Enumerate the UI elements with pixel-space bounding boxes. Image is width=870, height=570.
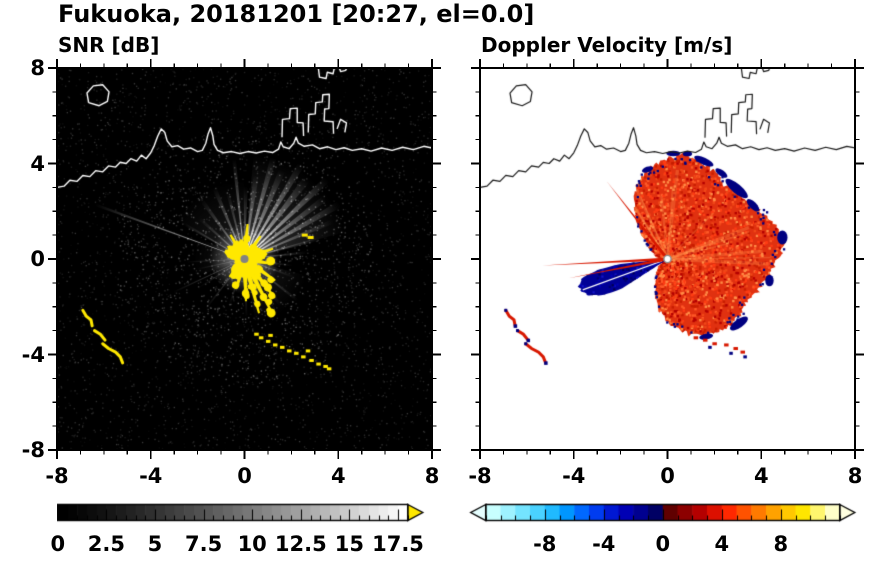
tick-label: 0	[50, 532, 66, 556]
tick-label: -8	[468, 464, 492, 488]
tick-label: -4	[21, 342, 45, 367]
tick-label: 4	[330, 464, 346, 488]
tick-label: -4	[592, 532, 616, 556]
tick-label: 4	[30, 151, 45, 176]
snr-panel-title: SNR [dB]	[58, 33, 160, 57]
tick-label: -8	[21, 438, 45, 462]
figure-title: Fukuoka, 20181201 [20:27, el=0.0]	[58, 0, 535, 28]
tick-label: 8	[773, 532, 789, 556]
tick-label: 0	[30, 247, 45, 271]
tick-label: 8	[847, 464, 863, 488]
tick-label: 2.5	[87, 532, 125, 556]
velocity-colorbar	[468, 503, 858, 523]
tick-label: -8	[533, 532, 557, 556]
tick-label: 5	[147, 532, 163, 556]
tick-label: 0	[237, 464, 252, 488]
tick-label: 15	[334, 532, 365, 556]
tick-label: 10	[237, 532, 267, 556]
tick-label: -4	[562, 464, 586, 488]
tick-label: 12.5	[274, 532, 327, 556]
tick-label: 8	[424, 464, 440, 488]
snr-plot	[57, 68, 432, 450]
tick-label: 7.5	[184, 532, 223, 556]
velocity-plot	[480, 68, 855, 450]
velocity-panel-title: Doppler Velocity [m/s]	[481, 33, 733, 57]
tick-label: 17.5	[372, 532, 424, 556]
tick-label: 4	[714, 532, 730, 556]
tick-label: 0	[660, 464, 675, 488]
tick-label: 4	[753, 464, 769, 488]
tick-label: 8	[30, 56, 45, 80]
snr-colorbar	[57, 503, 429, 523]
tick-label: -4	[139, 464, 163, 488]
tick-label: 0	[655, 532, 671, 556]
tick-label: -8	[45, 464, 69, 488]
